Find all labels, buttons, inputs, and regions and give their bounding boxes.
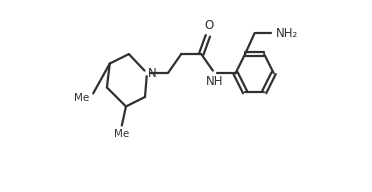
Text: Me: Me — [74, 93, 90, 103]
Text: NH: NH — [206, 75, 223, 88]
Text: O: O — [204, 19, 214, 32]
Text: N: N — [148, 67, 157, 80]
Text: Me: Me — [113, 129, 129, 139]
Text: NH₂: NH₂ — [276, 27, 298, 40]
